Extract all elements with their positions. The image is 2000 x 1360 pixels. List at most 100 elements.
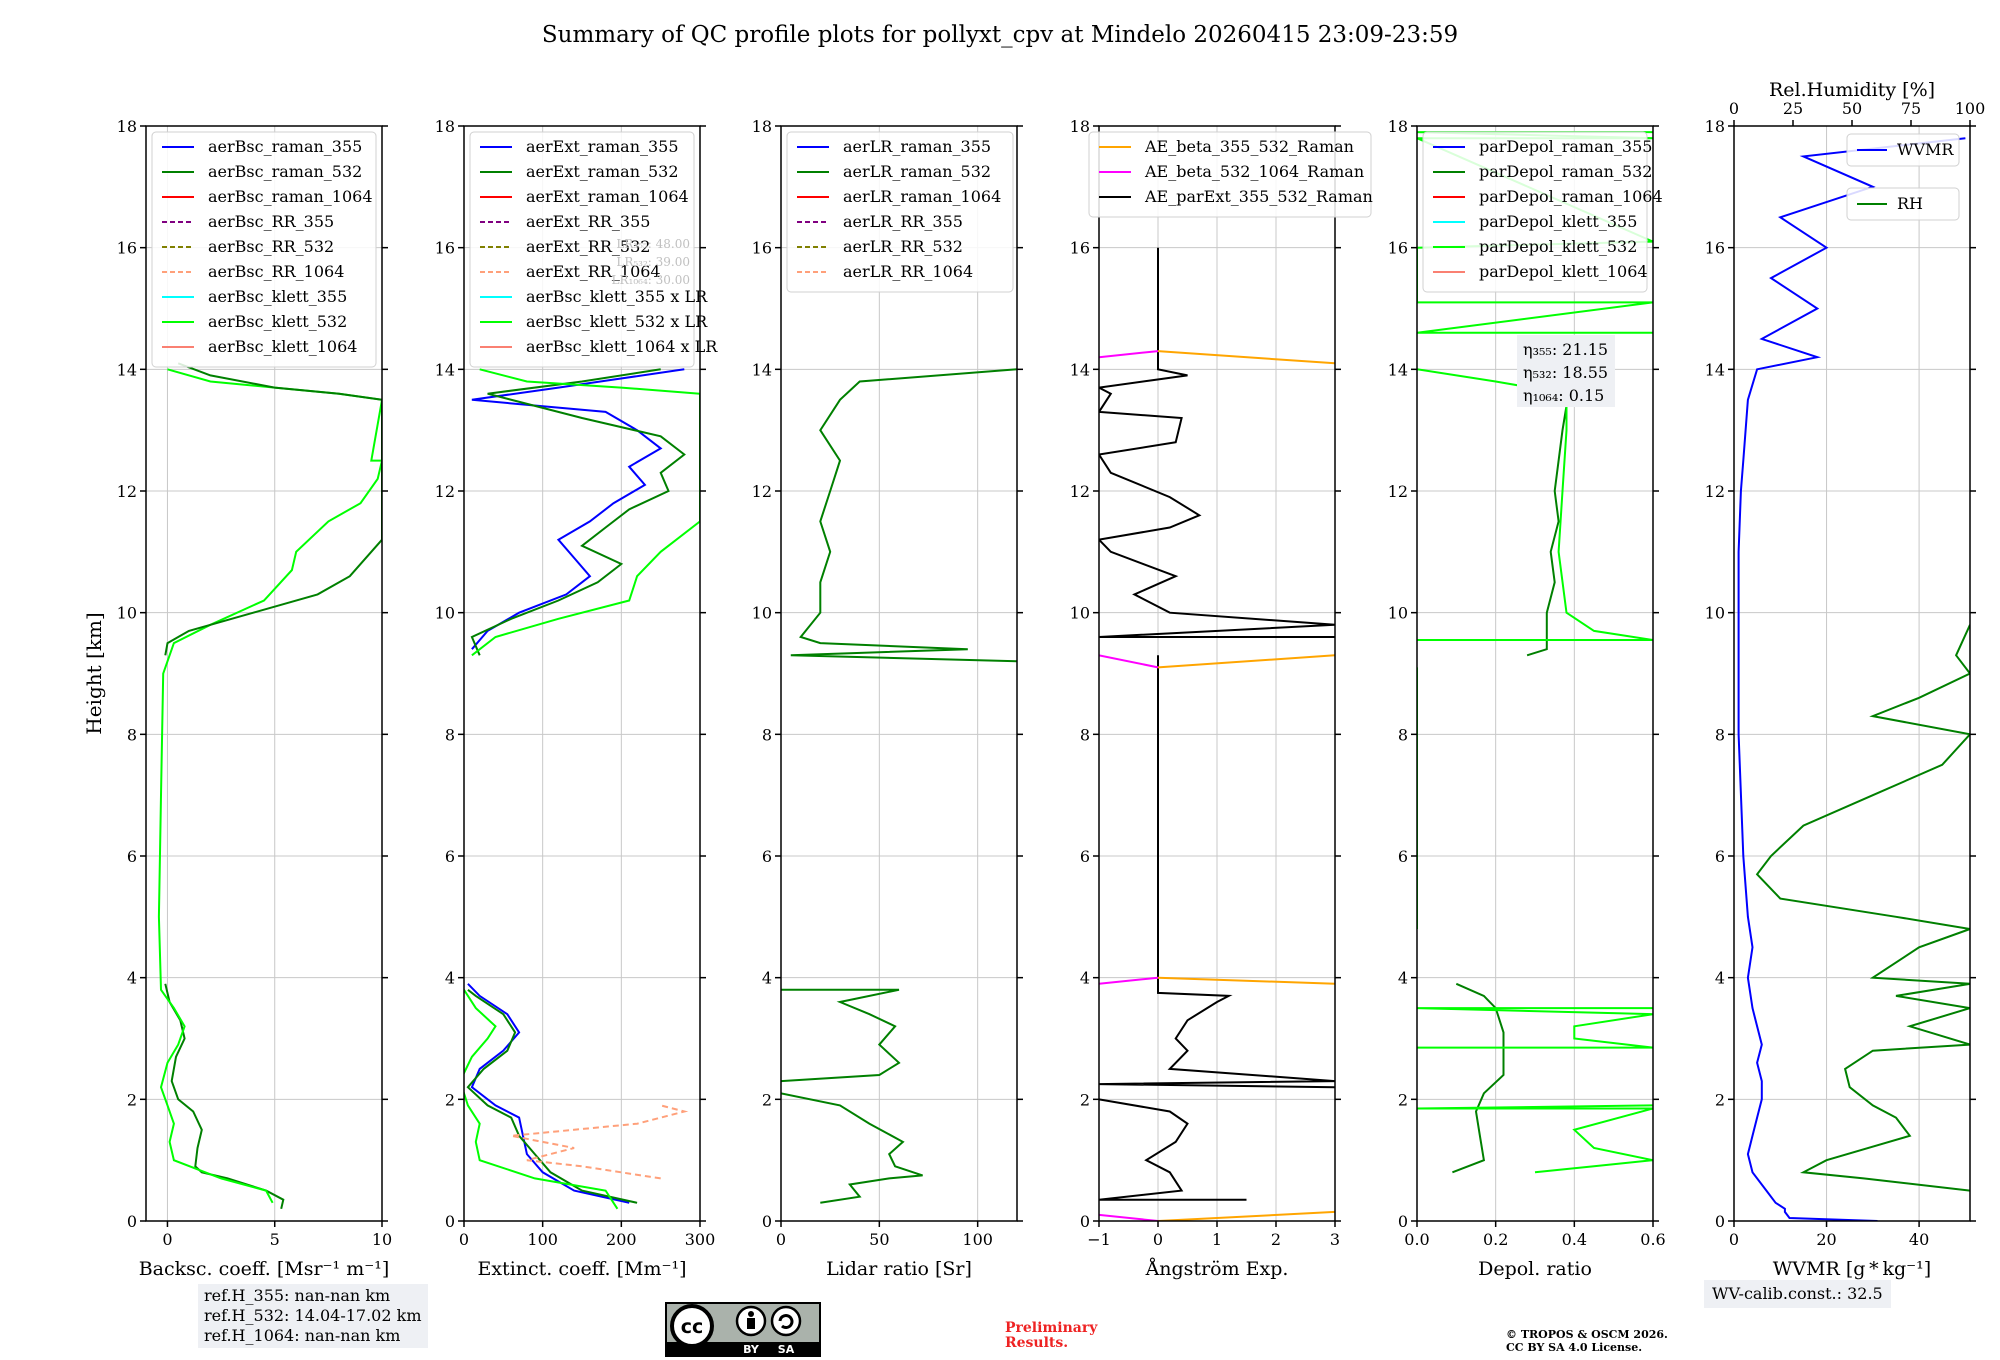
panel5-ytick-label-1: 2 [1398,1090,1408,1109]
panel1-ytick-label-1: 2 [127,1090,137,1109]
panel6-xtick-label-1: 20 [1816,1230,1836,1249]
panel4-ytick-label-8: 16 [1070,239,1090,258]
panel1-ytick-label-0: 0 [127,1212,137,1231]
panel4-ytick-label-3: 6 [1080,847,1090,866]
panel5-ytick-label-0: 0 [1398,1212,1408,1231]
figure-title: Summary of QC profile plots for pollyxt_… [541,22,1459,48]
copyright-notice: © TROPOS & OSCM 2026. CC BY SA 4.0 Licen… [1506,1328,1668,1354]
panel2-series-aerExt_raman_355_upper [471,368,685,650]
panel4-xtick-label-4: 3 [1330,1230,1340,1249]
panel2-legend-label-5: aerExt_RR_1064 [526,262,661,281]
panel5-xtick-label-2: 0.4 [1562,1230,1587,1249]
ref-h-532: ref.H_532: 14.04-17.02 km [204,1306,422,1325]
panel4-ytick-label-0: 0 [1080,1212,1090,1231]
panel4-xtick-label-2: 1 [1212,1230,1222,1249]
panel2-xtick-label-3: 300 [685,1230,716,1249]
panel2-series-aerExt_raman_532 [466,989,638,1204]
preliminary-notice: Preliminary Results. [1005,1321,1097,1351]
panel1-ytick-label-9: 18 [117,117,137,136]
cc-license-badge: cc BY SA [665,1302,821,1357]
panel5-legend-label-2: parDepol_raman_1064 [1479,187,1663,206]
panel4-ytick-label-6: 12 [1070,482,1090,501]
panel1-xlabel: Backsc. coeff. [Msr⁻¹ m⁻¹] [139,1258,390,1280]
panel6-xtick-label-0: 0 [1729,1230,1739,1249]
panel6-legend-label-0: WVMR [1897,140,1954,159]
panel4-series-AE_parExt_355_532_Raman_upper [1099,247,1335,638]
panel1-legend-label-4: aerBsc_RR_532 [208,237,334,256]
panel1-ytick-label-7: 14 [117,360,137,379]
panel2-legend-label-3: aerExt_RR_355 [526,212,650,231]
panel1-legend-label-3: aerBsc_RR_355 [208,212,334,231]
panel6-ytick-label-2: 4 [1715,969,1725,988]
panel3-ytick-label-4: 8 [762,725,772,744]
panel5-frame [1416,125,1654,1222]
panel4-legend-label-0: AE_beta_355_532_Raman [1144,137,1354,156]
panel4-series-AE_beta_532_1064_Raman_c [1099,350,1159,359]
panel1-legend-label-7: aerBsc_klett_532 [208,312,347,331]
panel1-series-aerBsc_raman_532 [164,983,285,1210]
panel4-xlabel: Ångström Exp. [1145,1258,1289,1280]
panel1-legend-label-0: aerBsc_raman_355 [208,137,362,156]
panel2-lr-label-0: LR₃₅₅: 48.00 [616,237,690,251]
panel4-ytick-label-7: 14 [1070,360,1090,379]
panel3-ytick-label-7: 14 [752,360,772,379]
panel4-series-AE_beta_355_532_Raman_d [1157,1210,1335,1221]
panel4-ytick-label-4: 8 [1080,725,1090,744]
panel4-legend-label-1: AE_beta_532_1064_Raman [1144,162,1364,181]
panel3-ytick-label-9: 18 [752,117,772,136]
panel5-legend-box [1422,131,1648,293]
y-axis-label: Height [km] [82,612,106,734]
sa-share-icon [770,1305,802,1337]
panel6-top-xtick-label-4: 100 [1955,99,1986,118]
panel5-series-parDepol_klett_532_mid [1417,1007,1653,1049]
by-person-head [748,1311,754,1317]
panel5-ytick-label-8: 16 [1388,239,1408,258]
panel3-series-group [781,368,1017,1204]
panel6-legend-label-1: RH [1897,194,1923,213]
panel2-ytick-label-5: 10 [435,604,455,623]
panel5-xtick-label-0: 0.0 [1404,1230,1429,1249]
panel5-ytick-label-9: 18 [1388,117,1408,136]
panel2-ytick-label-3: 6 [445,847,455,866]
panel2-ytick-label-0: 0 [445,1212,455,1231]
panel5-eta-box [1517,335,1615,407]
panel4-legend-label-2: AE_parExt_355_532_Raman [1144,187,1373,206]
panel1-ytick-label-4: 8 [127,725,137,744]
panel4-ytick-label-1: 2 [1080,1090,1090,1109]
panel4-series-AE_parExt_355_532_Raman_mid [1099,655,1335,1089]
panel3-xtick-label-2: 100 [962,1230,993,1249]
panel2-legend-label-2: aerExt_raman_1064 [526,187,689,206]
panel3-ytick-label-0: 0 [762,1212,772,1231]
sa-label: SA [778,1343,795,1356]
panel6-frame [1733,125,1971,1222]
panel1-frame [145,125,383,1222]
panel6-legend-box-1 [1846,187,1960,221]
panel4-series-AE_parExt_355_532_Raman_low [1099,1098,1247,1201]
panel4-series-AE_beta_355_532_Raman [1157,976,1335,985]
panel2-lr-label-2: LR₁₀₆₄: 30.00 [612,273,690,287]
panel3-ytick-label-1: 2 [762,1090,772,1109]
panel3-ytick-label-8: 16 [752,239,772,258]
panel1-legend-label-5: aerBsc_RR_1064 [208,262,344,281]
panel5-xlabel: Depol. ratio [1478,1258,1592,1280]
panel1-ytick-label-5: 10 [117,604,137,623]
panel5-xtick-label-1: 0.2 [1483,1230,1508,1249]
panel5-ytick-label-7: 14 [1388,360,1408,379]
panel6-top-xtick-label-0: 0 [1729,99,1739,118]
panel5-legend-label-5: parDepol_klett_1064 [1479,262,1648,281]
panel2-series-aerBsc_klett_532 x LR_upper [471,368,700,657]
panel4-series-AE_beta_355_532_Raman_b [1157,654,1335,669]
panel1-legend-box [151,131,377,368]
panel2-series-aerExt_RR_1064 [511,1104,689,1180]
panel2-xtick-label-0: 0 [459,1230,469,1249]
panel2-legend-label-0: aerExt_raman_355 [526,137,679,156]
panel6-ytick-label-6: 12 [1705,482,1725,501]
panel6-ytick-label-8: 16 [1705,239,1725,258]
panel3-series-aerLR_raman_532_mid [781,988,901,1083]
panel6-legend-box-0 [1846,133,1960,167]
panel2-series-aerBsc_klett_532 x LR [464,989,619,1210]
panel5-legend-label-1: parDepol_raman_532 [1479,162,1652,181]
panel2-ytick-label-9: 18 [435,117,455,136]
panel2-xtick-label-1: 100 [527,1230,558,1249]
panel5-ytick-label-6: 12 [1388,482,1408,501]
